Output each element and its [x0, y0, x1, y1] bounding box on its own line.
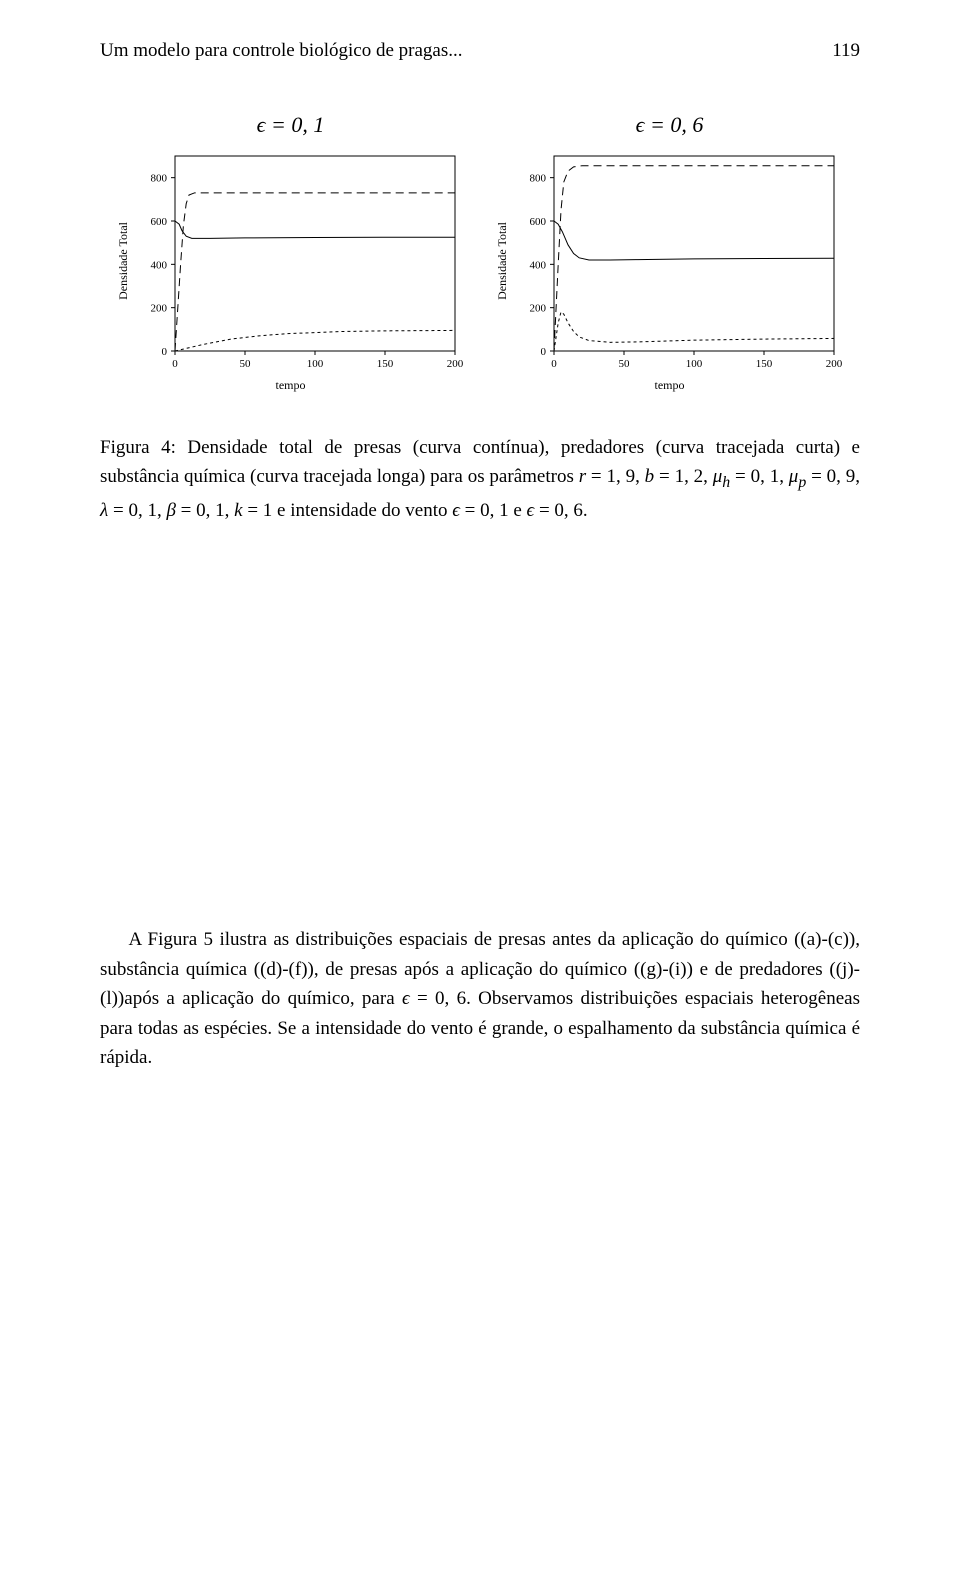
svg-text:50: 50: [240, 358, 252, 370]
svg-text:150: 150: [756, 358, 773, 370]
svg-text:400: 400: [151, 259, 168, 271]
chart-epsilon-01: ϵ = 0, 1 Densidade Total 0 50 100 150 200 0 20…: [116, 112, 465, 393]
chart-epsilon-06: ϵ = 0, 6 Densidade Total 0 50 100 150 200 0 20…: [495, 112, 844, 393]
svg-text:400: 400: [530, 259, 547, 271]
figure-4-charts: ϵ = 0, 1 Densidade Total 0 50 100 150 200 0 20…: [100, 112, 860, 393]
ylabel-left: Densidade Total: [116, 222, 131, 300]
svg-text:100: 100: [307, 358, 324, 370]
running-header: Um modelo para controle biológico de pra…: [100, 40, 860, 62]
svg-text:50: 50: [619, 358, 631, 370]
chart-svg-left: 0 50 100 150 200 0 200 400 600 800: [135, 146, 465, 376]
xlabel-left: tempo: [276, 378, 306, 393]
caption-text: Densidade total de presas (curva contínu…: [100, 437, 860, 521]
svg-text:800: 800: [530, 173, 547, 185]
caption-prefix: Figura 4:: [100, 437, 176, 458]
svg-text:0: 0: [551, 358, 557, 370]
svg-text:0: 0: [541, 346, 547, 358]
svg-text:0: 0: [172, 358, 178, 370]
svg-text:600: 600: [151, 216, 168, 228]
body-paragraph: A Figura 5 ilustra as distribuições espa…: [100, 925, 860, 1072]
svg-text:0: 0: [162, 346, 168, 358]
svg-text:150: 150: [377, 358, 394, 370]
ylabel-right: Densidade Total: [495, 222, 510, 300]
running-title: Um modelo para controle biológico de pra…: [100, 40, 462, 62]
svg-text:800: 800: [151, 173, 168, 185]
xlabel-right: tempo: [655, 378, 685, 393]
figure-4-caption: Figura 4: Densidade total de presas (cur…: [100, 433, 860, 525]
chart-title-right: ϵ = 0, 6: [636, 112, 704, 138]
svg-text:200: 200: [151, 303, 168, 315]
svg-text:600: 600: [530, 216, 547, 228]
svg-text:200: 200: [447, 358, 464, 370]
svg-text:200: 200: [530, 303, 547, 315]
chart-title-left: ϵ = 0, 1: [257, 112, 325, 138]
svg-text:100: 100: [686, 358, 703, 370]
chart-svg-right: 0 50 100 150 200 0 200 400 600 800: [514, 146, 844, 376]
svg-text:200: 200: [826, 358, 843, 370]
page-number: 119: [832, 40, 860, 62]
